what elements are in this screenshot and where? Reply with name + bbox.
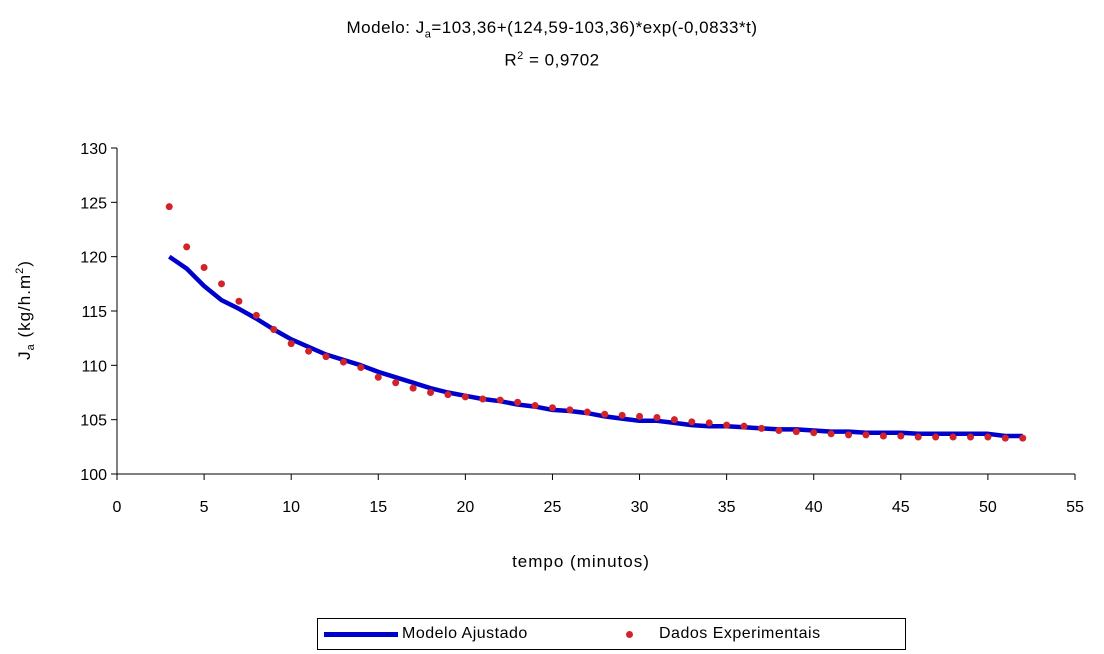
x-tick-label: 55 bbox=[1066, 499, 1084, 516]
legend-item-modelo: Modelo Ajustado bbox=[324, 625, 528, 643]
y-tick-label: 130 bbox=[80, 141, 107, 158]
data-point bbox=[827, 430, 835, 438]
title-formula: =103,36+(124,59-103,36)*exp(-0,0833*t) bbox=[431, 18, 758, 37]
data-point bbox=[879, 432, 887, 440]
title-prefix: Modelo: J bbox=[346, 18, 425, 37]
data-point bbox=[897, 432, 905, 440]
axes: 100 105 110 115 120 125 130 0 5 10 15 20 25 30 35 40 45 5… bbox=[80, 141, 1084, 516]
x-tick-label: 20 bbox=[456, 499, 474, 516]
data-point bbox=[636, 412, 644, 420]
legend-item-dados: Dados Experimentais bbox=[610, 625, 821, 643]
data-point bbox=[165, 203, 173, 211]
data-point bbox=[479, 395, 487, 403]
data-point bbox=[688, 418, 696, 426]
data-point bbox=[757, 424, 765, 432]
data-point bbox=[775, 427, 783, 435]
r2-superscript: 2 bbox=[517, 50, 524, 62]
data-point bbox=[653, 413, 661, 421]
y-tick-label: 100 bbox=[80, 467, 107, 484]
data-point bbox=[566, 406, 574, 414]
r2-value: = 0,9702 bbox=[523, 50, 600, 70]
chart-subtitle: R2 = 0,9702 bbox=[0, 50, 1104, 71]
data-point bbox=[218, 280, 226, 288]
x-tick-label: 40 bbox=[805, 499, 823, 516]
legend-label-dados: Dados Experimentais bbox=[659, 625, 821, 642]
chart-plot: 100 105 110 115 120 125 130 0 5 10 15 20 25 30 35 40 45 5… bbox=[14, 141, 1084, 571]
x-tick-label: 15 bbox=[369, 499, 387, 516]
data-point bbox=[235, 297, 243, 305]
data-point bbox=[461, 393, 469, 401]
data-point bbox=[862, 431, 870, 439]
y-tick-label: 115 bbox=[81, 304, 107, 321]
data-point bbox=[949, 433, 957, 441]
data-point bbox=[270, 325, 278, 333]
data-point bbox=[409, 384, 417, 392]
data-point bbox=[427, 389, 435, 396]
r2-prefix: R bbox=[504, 50, 518, 70]
x-tick-label: 45 bbox=[892, 499, 910, 516]
x-tick-label: 5 bbox=[200, 499, 209, 516]
series-line-modelo bbox=[168, 254, 1023, 439]
data-point bbox=[1001, 434, 1009, 442]
x-tick-label: 0 bbox=[113, 499, 122, 516]
data-point bbox=[392, 379, 400, 387]
y-axis-title: Ja (kg/h.m2) bbox=[14, 260, 37, 360]
y-axis-title-unit: (kg/h.m bbox=[15, 274, 34, 343]
data-point bbox=[287, 340, 295, 348]
data-point bbox=[322, 353, 330, 361]
y-tick-label: 120 bbox=[80, 250, 107, 267]
data-point bbox=[845, 431, 853, 439]
data-point bbox=[810, 429, 818, 437]
data-point bbox=[932, 433, 940, 441]
data-point bbox=[548, 404, 556, 412]
data-point bbox=[200, 264, 208, 272]
data-point bbox=[496, 396, 504, 404]
y-axis-title-main: J bbox=[15, 350, 34, 360]
series-modelo-ajustado bbox=[168, 254, 1023, 439]
chart-title: Modelo: Ja=103,36+(124,59-103,36)*exp(-0… bbox=[0, 18, 1104, 40]
x-axis-title: tempo (minutos) bbox=[512, 552, 650, 571]
x-tick-label: 25 bbox=[544, 499, 562, 516]
data-point bbox=[183, 243, 191, 251]
data-point bbox=[339, 358, 347, 366]
data-point bbox=[723, 421, 731, 429]
y-tick-label: 110 bbox=[81, 358, 107, 375]
y-tick-label: 105 bbox=[80, 413, 107, 430]
data-point bbox=[357, 364, 365, 372]
x-tick-label: 35 bbox=[718, 499, 736, 516]
data-point bbox=[705, 419, 713, 427]
x-tick-label: 10 bbox=[282, 499, 300, 516]
data-point bbox=[514, 398, 522, 406]
y-axis-title-close: ) bbox=[15, 260, 34, 267]
data-point bbox=[305, 347, 313, 355]
data-point bbox=[601, 410, 609, 418]
y-tick-label: 125 bbox=[80, 195, 107, 212]
x-tick-label: 50 bbox=[979, 499, 997, 516]
data-point bbox=[984, 433, 992, 441]
title-subscript: a bbox=[424, 28, 432, 41]
legend-label-modelo: Modelo Ajustado bbox=[402, 625, 528, 642]
series-dados-experimentais bbox=[165, 203, 1027, 442]
x-tick-label: 30 bbox=[631, 499, 649, 516]
data-point bbox=[792, 428, 800, 436]
data-point bbox=[374, 373, 382, 381]
data-point bbox=[914, 433, 922, 441]
legend: Modelo Ajustado Dados Experimentais bbox=[317, 618, 906, 650]
data-point bbox=[670, 416, 678, 424]
legend-line-swatch bbox=[324, 631, 398, 637]
data-point bbox=[966, 433, 974, 441]
data-point bbox=[1019, 434, 1027, 442]
data-point bbox=[531, 402, 539, 410]
data-point bbox=[583, 408, 591, 416]
data-point bbox=[740, 422, 748, 430]
legend-dot-swatch bbox=[626, 630, 633, 638]
data-point bbox=[444, 391, 452, 399]
data-point bbox=[252, 311, 260, 319]
y-axis-title-sub: a bbox=[25, 343, 37, 350]
data-point bbox=[618, 411, 626, 419]
y-axis-title-sup: 2 bbox=[14, 267, 26, 274]
